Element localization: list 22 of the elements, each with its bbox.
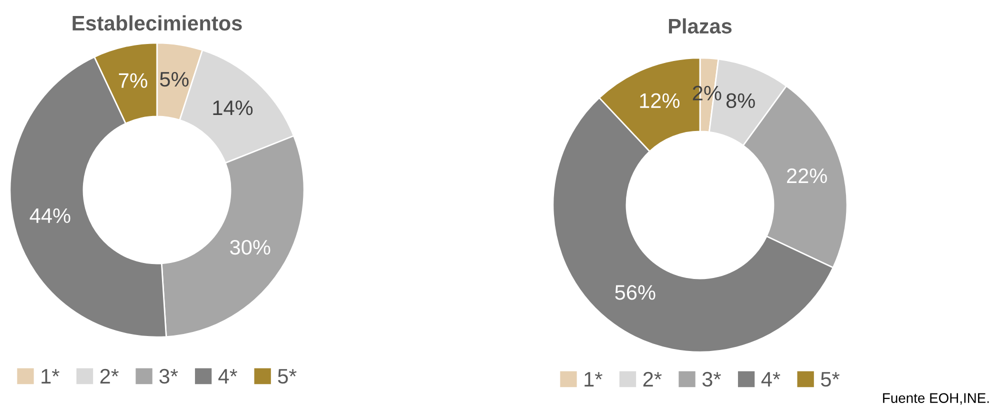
legend-label: 5* [278,369,297,384]
data-label: 56% [615,285,656,300]
data-label: 44% [30,208,70,223]
data-label: 12% [640,93,680,108]
legend-label: 4* [218,369,238,384]
legend-label: 1* [584,372,602,386]
legend-label: 4* [761,372,780,386]
legend-label: 2* [643,372,662,386]
legend-label: 3* [159,368,178,384]
data-label: 30% [230,240,270,255]
legend-label: 3* [702,372,721,387]
data-label: 14% [213,100,253,116]
legend-label: 1* [42,369,60,384]
legend-label: 2* [100,368,119,384]
chart-title: Plazas [668,18,732,34]
data-label: 8% [726,93,755,108]
chart-title: Establecimientos [72,15,242,31]
data-label: 5% [160,72,189,87]
data-label: 7% [118,73,148,88]
legend-label: 5* [821,372,840,387]
source-note: Fuente EOH,INE. [883,393,989,405]
data-label: 22% [787,168,827,184]
